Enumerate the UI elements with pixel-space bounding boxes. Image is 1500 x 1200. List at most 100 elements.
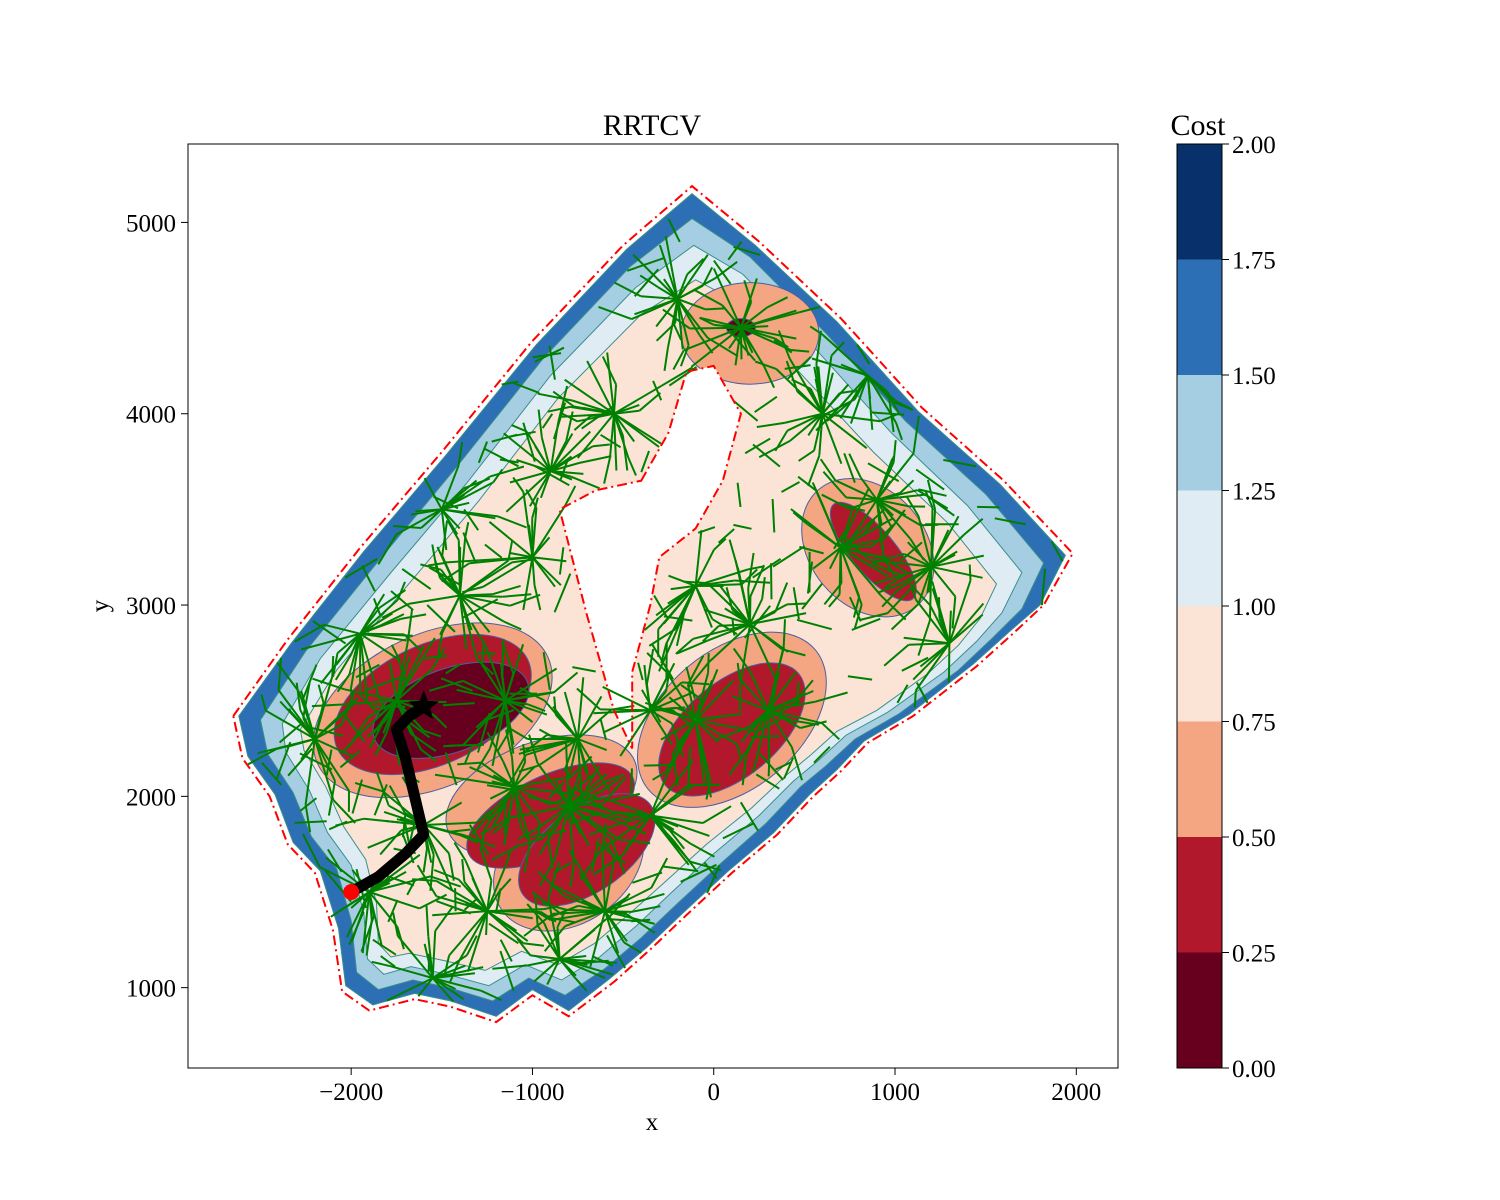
tree-edge (348, 911, 365, 946)
tree-edge (501, 380, 519, 386)
tree-edge (750, 735, 780, 739)
tree-edge (542, 652, 551, 690)
tree-edge (556, 908, 567, 928)
tree-edge (468, 824, 490, 856)
boundary-outer (232, 184, 1074, 1024)
tree-edge (420, 563, 442, 571)
tree-edge (644, 701, 696, 721)
tree-edge (547, 862, 560, 899)
tree-edge (907, 541, 933, 568)
tree-edge (492, 468, 504, 483)
tree-edge (660, 718, 697, 741)
tree-edge (509, 470, 551, 484)
tree-edge (775, 337, 789, 349)
tree-edge (813, 366, 824, 414)
tree-edge (668, 696, 697, 721)
tree-edge (583, 406, 615, 415)
tree-edge (509, 727, 529, 740)
colorbar-band (1177, 952, 1222, 1068)
tree-edge (713, 260, 732, 285)
tree-edge (605, 773, 625, 783)
tree-edge (687, 746, 692, 788)
tree-edge (440, 677, 473, 692)
tree-edge (754, 360, 777, 370)
tree-edge (513, 382, 540, 394)
tree-edge (374, 732, 388, 756)
tree-edge (872, 553, 905, 565)
tree-edge (496, 732, 510, 752)
tree-edge (653, 594, 668, 618)
tree-edge (876, 499, 912, 540)
tree-edge (846, 496, 877, 501)
tree-edge (265, 709, 316, 740)
tree-edge (604, 887, 652, 912)
tree-edge (536, 822, 541, 841)
tree-edge (504, 643, 525, 702)
tree-edge (645, 681, 652, 711)
tree-edge (513, 786, 541, 823)
colorbar-band (1177, 721, 1222, 837)
tree-edge (807, 455, 821, 487)
tree-edge (799, 545, 824, 555)
tree-edge (890, 603, 920, 631)
tree-edge (536, 762, 570, 807)
tree-edge (585, 765, 600, 791)
tree-edge (822, 333, 869, 377)
tree-edge (313, 738, 336, 782)
tree-edge (896, 684, 909, 704)
tree-edge (749, 603, 788, 626)
tree-edge (839, 547, 861, 597)
tree-edge (346, 891, 371, 938)
tree-edge (781, 648, 806, 657)
tree-edge (507, 754, 527, 786)
tree-edge (441, 562, 470, 583)
tree-edge (486, 808, 502, 821)
tree-edge (790, 746, 803, 781)
tree-edge (717, 528, 735, 544)
tree-edge (299, 752, 333, 771)
x-axis-label: x (646, 1109, 659, 1136)
boundary-hole (558, 364, 742, 749)
tree-edge (458, 595, 468, 650)
tree-edge (613, 412, 660, 448)
tree-edge (548, 345, 556, 380)
tree-edge (875, 458, 894, 501)
y-axis: 1000 2000 3000 4000 5000 (126, 210, 188, 1003)
tree-edge (694, 719, 708, 777)
tree-edge (277, 658, 283, 691)
tree-edge (727, 241, 743, 261)
tree-edge (784, 412, 823, 424)
tree-edge (899, 541, 923, 562)
tree-edge (652, 815, 678, 849)
tree-edge (511, 757, 516, 787)
tree-edge (359, 693, 381, 717)
tree-edge (739, 678, 769, 711)
tree-edge (687, 661, 710, 688)
tree-edge (569, 862, 575, 888)
tree-edge (844, 499, 878, 550)
tree-edge (591, 955, 614, 967)
tree-edge (770, 563, 773, 600)
tree-edge (652, 380, 663, 401)
tree-edge (767, 709, 823, 725)
tree-edge (576, 695, 603, 740)
tree-edge (772, 545, 806, 568)
tree-edge (587, 881, 606, 912)
tree-edge (722, 822, 754, 840)
tree-edge (549, 433, 574, 472)
tree-edge (881, 588, 900, 608)
tree-edge (680, 863, 717, 883)
tree-edge (791, 378, 812, 390)
obstacle-hole (559, 365, 741, 749)
tree-edge (595, 841, 626, 864)
tree-edge (838, 374, 869, 408)
tree-edge (390, 590, 414, 611)
tree-edge (586, 360, 615, 415)
tree-edge (422, 654, 448, 660)
tree-edge (454, 888, 457, 912)
tree-edge (513, 761, 527, 788)
tree-edge (689, 860, 722, 872)
tree-edge (876, 452, 915, 501)
tree-edge (930, 566, 957, 598)
tree-edge (553, 573, 572, 613)
